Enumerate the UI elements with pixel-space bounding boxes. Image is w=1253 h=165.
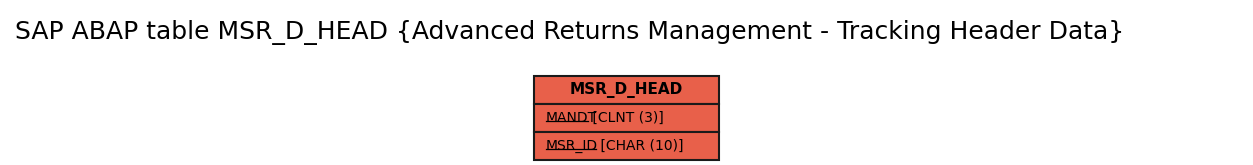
Text: SAP ABAP table MSR_D_HEAD {Advanced Returns Management - Tracking Header Data}: SAP ABAP table MSR_D_HEAD {Advanced Retu…	[15, 20, 1124, 45]
Text: MSR_D_HEAD: MSR_D_HEAD	[570, 82, 683, 98]
Text: MANDT: MANDT	[546, 111, 598, 125]
Text: [CHAR (10)]: [CHAR (10)]	[596, 139, 683, 153]
Bar	[534, 76, 719, 104]
Bar	[534, 104, 719, 132]
Text: [CLNT (3)]: [CLNT (3)]	[588, 111, 663, 125]
Text: MSR_ID: MSR_ID	[546, 139, 598, 153]
Bar	[534, 132, 719, 160]
